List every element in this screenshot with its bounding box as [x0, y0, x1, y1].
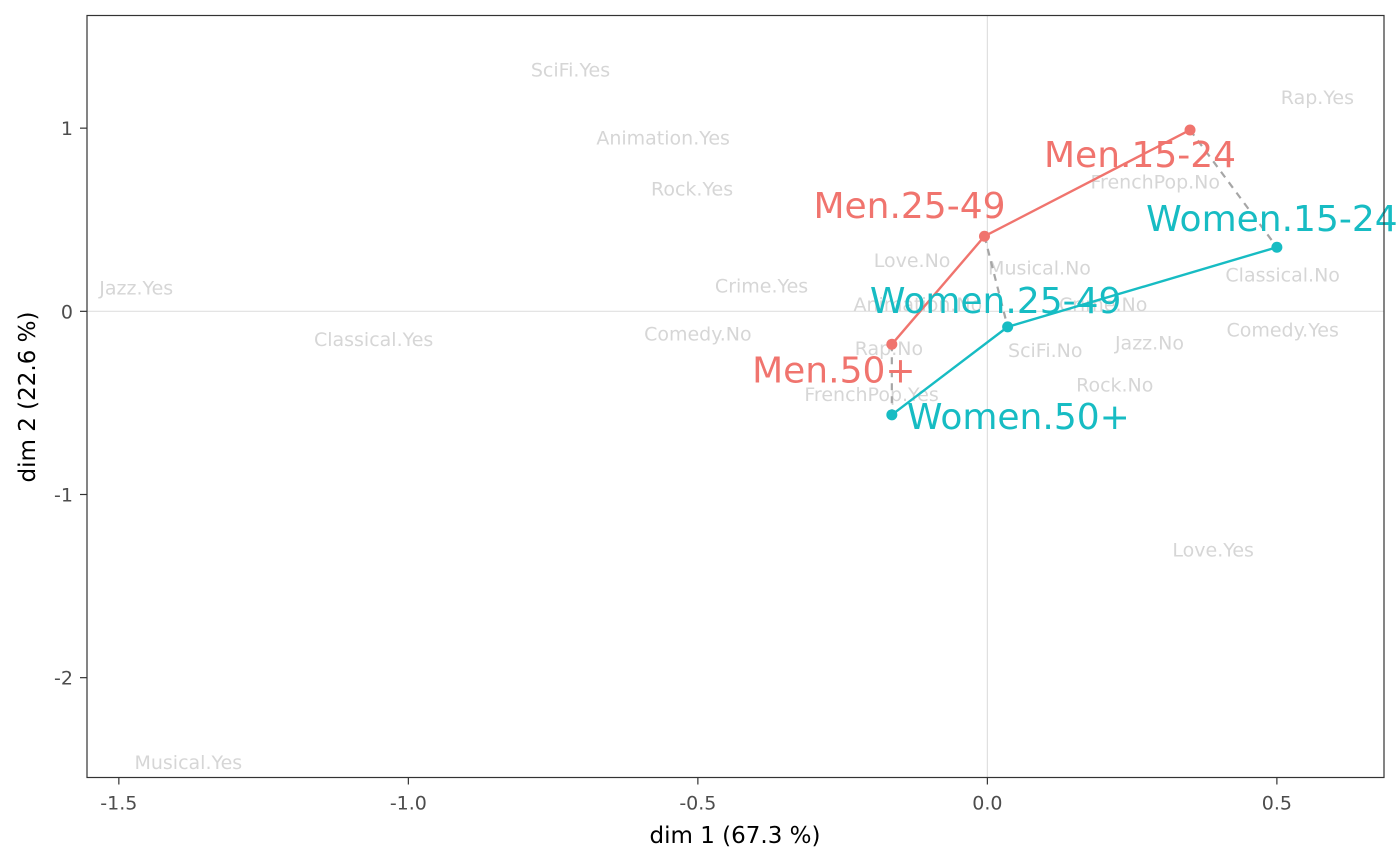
variable-label-frenchpop-yes: FrenchPop.Yes [804, 384, 938, 406]
variable-label-scifi-yes: SciFi.Yes [531, 60, 610, 82]
variable-label-frenchpop-no: FrenchPop.No [1091, 171, 1221, 193]
y-tick-label: -2 [54, 668, 73, 690]
variable-label-crime-no: Crime.No [1059, 294, 1147, 316]
variable-label-animation-yes: Animation.Yes [596, 127, 730, 149]
x-tick-label: 0.0 [972, 793, 1002, 815]
x-axis-title: dim 1 (67.3 %) [650, 823, 821, 849]
reference-lines [87, 15, 1384, 778]
point-women-25-49 [1002, 321, 1014, 333]
group-label-men-15-24: Men.15-24 [1044, 135, 1236, 176]
point-men-50 [886, 338, 898, 350]
x-axis: -1.5 -1.0 -0.5 0.0 0.5 [100, 777, 1292, 815]
group-label-women-25-49: Women.25-49 [870, 281, 1122, 322]
variable-label-love-yes: Love.Yes [1172, 539, 1254, 561]
point-men-15-24 [1184, 124, 1196, 136]
variable-label-comedy-no: Comedy.No [644, 323, 752, 345]
variable-label-musical-yes: Musical.Yes [134, 752, 242, 774]
y-tick-label: 0 [61, 301, 73, 323]
point-women-50 [886, 409, 898, 421]
y-axis-title: dim 2 (22.6 %) [15, 312, 41, 483]
variable-label-crime-yes: Crime.Yes [715, 276, 808, 298]
point-men-25-49 [978, 230, 990, 242]
y-tick-label: 1 [61, 118, 73, 140]
group-label-men-25-49: Men.25-49 [813, 186, 1005, 227]
x-tick-label: -1.0 [390, 793, 427, 815]
point-women-15-24 [1271, 241, 1283, 253]
connector-men-25-49-women-25-49 [983, 235, 1009, 328]
age-connectors [890, 129, 1278, 415]
group-label-men-50: Men.50+ [752, 350, 915, 391]
variable-label-classical-yes: Classical.Yes [314, 329, 433, 351]
x-tick-label: -0.5 [679, 793, 716, 815]
variable-label-musical-no: Musical.No [988, 257, 1091, 279]
variable-labels: SciFi.Yes Rap.Yes Animation.Yes Rock.Yes Fre… [98, 60, 1354, 774]
variable-label-rock-yes: Rock.Yes [651, 179, 733, 201]
variable-label-animation-no: Animation.No [854, 294, 983, 316]
variable-label-rock-no: Rock.No [1076, 375, 1153, 397]
variable-label-jazz-yes: Jazz.Yes [98, 278, 173, 300]
plot-panel-border [86, 14, 1385, 779]
variable-label-scifi-no: SciFi.No [1008, 340, 1083, 362]
y-tick-label: -1 [54, 484, 73, 506]
group-labels: Men.15-24 Men.25-49 Men.50+ Women.15-24 Wome… [752, 135, 1398, 438]
variable-label-rap-yes: Rap.Yes [1281, 87, 1354, 109]
x-tick-label: -1.5 [100, 793, 137, 815]
variable-label-comedy-yes: Comedy.Yes [1226, 320, 1338, 342]
y-axis: 1 0 -1 -2 [54, 118, 87, 690]
group-label-women-50: Women.50+ [907, 397, 1130, 438]
connector-men-15-24-women-15-24 [1189, 129, 1278, 248]
variable-label-classical-no: Classical.No [1225, 265, 1340, 287]
variable-label-love-no: Love.No [874, 250, 951, 272]
group-label-women-15-24: Women.15-24 [1146, 199, 1398, 240]
series-paths [886, 124, 1283, 421]
x-tick-label: 0.5 [1262, 793, 1292, 815]
variable-label-jazz-no: Jazz.No [1114, 332, 1184, 354]
